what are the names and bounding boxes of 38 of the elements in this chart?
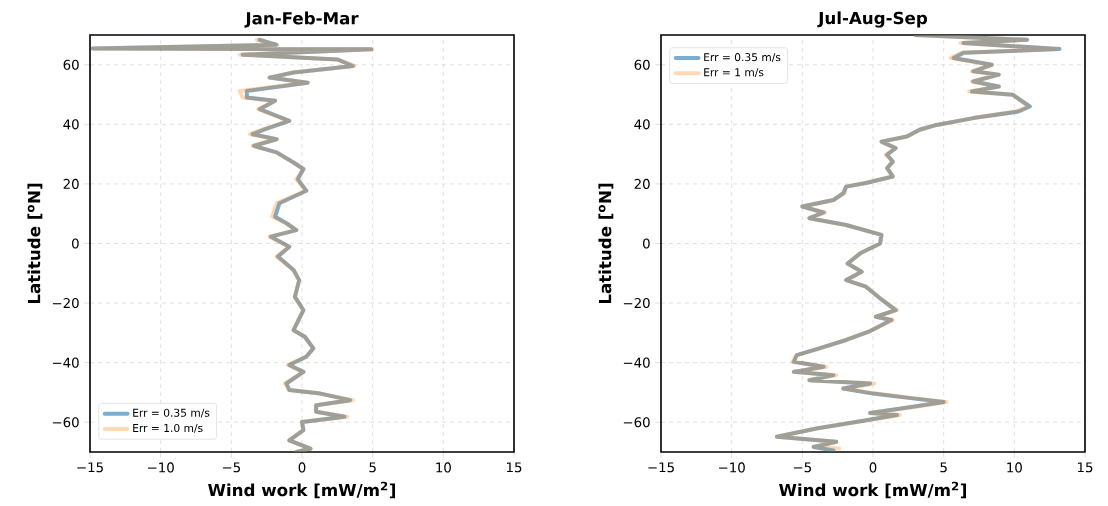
x-tick-label: 0	[298, 462, 306, 473]
y-tick-label: 20	[63, 178, 79, 189]
x-tick-label: −15	[648, 462, 674, 473]
x-tick-label: 10	[436, 462, 451, 473]
y-axis-title: Latitude [$^{o}$N]	[27, 183, 43, 304]
legend-label: Err = 0.35 m/s	[133, 408, 210, 418]
legend-label: Err = 0.35 m/s	[704, 53, 781, 63]
x-tick-label: 5	[940, 462, 947, 473]
x-tick-label: −10	[719, 462, 745, 473]
y-tick-label: 60	[63, 59, 79, 70]
y-tick-label: −40	[52, 357, 79, 368]
y-tick-label: 0	[642, 238, 650, 249]
x-tick-label: −15	[77, 462, 103, 473]
y-tick-label: −60	[623, 417, 650, 428]
y-tick-label: −20	[52, 298, 79, 309]
legend-label: Err = 1 m/s	[704, 68, 764, 78]
y-tick-label: −20	[623, 298, 650, 309]
y-tick-label: 40	[634, 119, 650, 130]
x-tick-label: 5	[369, 462, 376, 473]
x-tick-label: 15	[1077, 462, 1093, 473]
chart-title: Jan-Feb-Mar	[244, 11, 359, 28]
y-tick-label: 0	[72, 238, 79, 249]
y-tick-label: 40	[63, 119, 79, 130]
y-tick-label: −40	[623, 357, 650, 368]
x-tick-label: 0	[869, 462, 877, 473]
x-tick-label: −5	[222, 462, 240, 473]
y-tick-label: 60	[634, 59, 650, 70]
legend-label: Err = 1.0 m/s	[133, 423, 203, 433]
x-tick-label: −10	[148, 462, 174, 473]
y-tick-label: −60	[52, 417, 79, 428]
x-axis-title: Wind work [mW/m$^{2}$]	[779, 481, 966, 499]
y-tick-label: 20	[634, 178, 650, 189]
x-tick-label: −5	[793, 462, 811, 473]
x-tick-label: 10	[1007, 462, 1022, 473]
x-tick-label: 15	[506, 462, 522, 473]
y-axis-title: Latitude [$^{o}$N]	[598, 183, 614, 304]
chart-title: Jul-Aug-Sep	[817, 11, 928, 28]
x-axis-title: Wind work [mW/m$^{2}$]	[208, 481, 396, 499]
